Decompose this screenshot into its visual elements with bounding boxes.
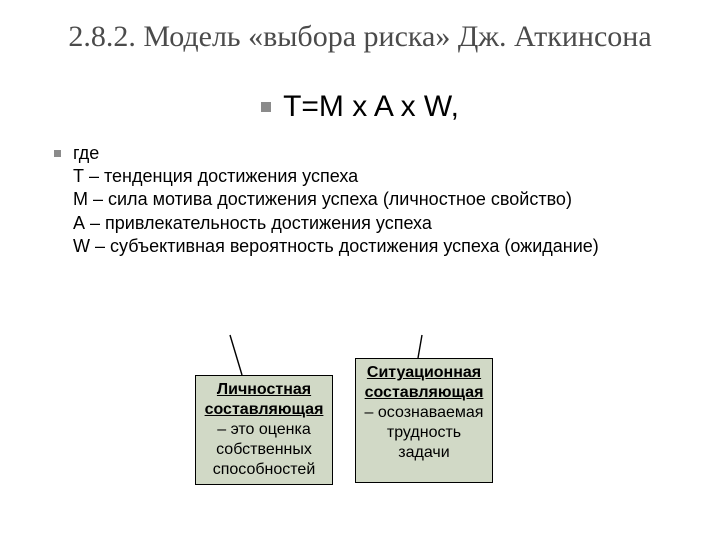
slide: 2.8.2. Модель «выбора риска» Дж. Аткинсо…: [0, 0, 720, 540]
callout-heading: Ситуационная составляющая: [365, 364, 484, 401]
callout-body: – осознаваемая трудность задачи: [365, 404, 484, 461]
formula-text: T=M x A x W,: [283, 90, 459, 124]
bullet-icon: [261, 102, 271, 112]
def-line: W – субъективная вероятность достижения …: [73, 236, 599, 256]
callout-box-situational: Ситуационная составляющая – осознаваемая…: [355, 358, 493, 483]
formula-row: T=M x A x W,: [50, 90, 670, 124]
defs-intro: где: [73, 143, 99, 163]
slide-title: 2.8.2. Модель «выбора риска» Дж. Аткинсо…: [50, 18, 670, 56]
def-line: А – привлекательность достижения успеха: [73, 213, 432, 233]
callout-heading: Личностная составляющая: [205, 381, 324, 418]
definitions-block: где Т – тенденция достижения успеха М – …: [54, 142, 670, 259]
def-line: М – сила мотива достижения успеха (лично…: [73, 189, 572, 209]
definitions-text: где Т – тенденция достижения успеха М – …: [73, 142, 599, 259]
bullet-icon: [54, 150, 61, 157]
callout-body: – это оценка собственных способностей: [213, 421, 316, 478]
callout-box-personal: Личностная составляющая – это оценка соб…: [195, 375, 333, 485]
def-line: Т – тенденция достижения успеха: [73, 166, 358, 186]
